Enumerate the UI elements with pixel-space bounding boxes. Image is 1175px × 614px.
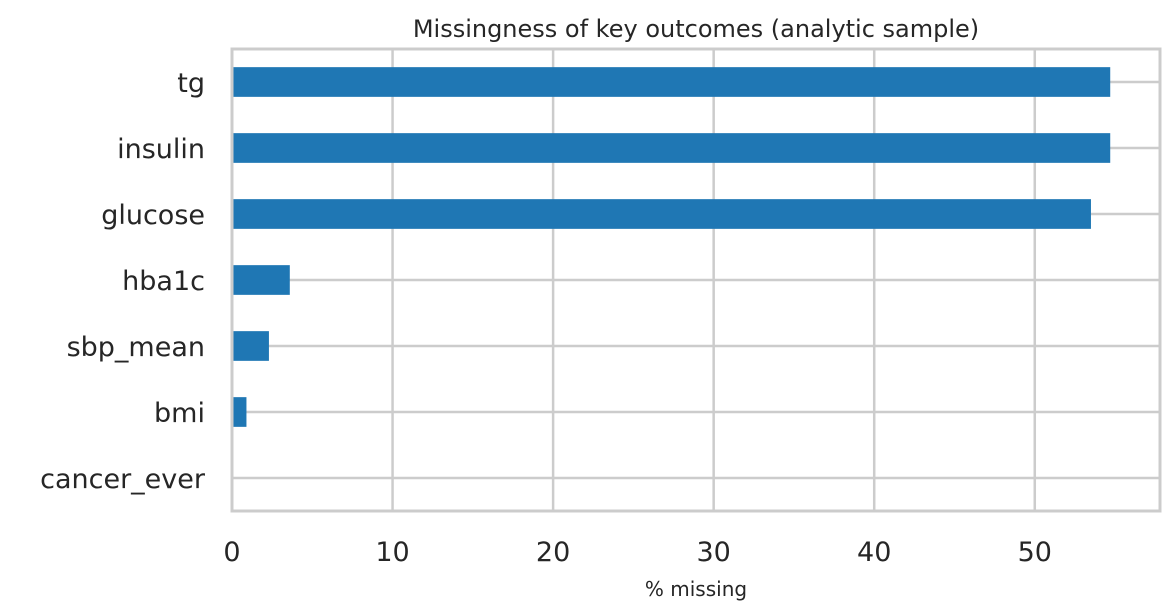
- y-tick-label: tg: [177, 68, 205, 99]
- x-tick-label: 40: [857, 537, 891, 568]
- bar-glucose: [232, 199, 1091, 229]
- y-tick-label: hba1c: [122, 266, 205, 297]
- grid: [230, 49, 1160, 511]
- x-axis-ticks: 0 10 20 30 40 50: [223, 537, 1052, 568]
- chart-title: Missingness of key outcomes (analytic sa…: [413, 15, 979, 43]
- y-tick-label: glucose: [101, 200, 205, 231]
- y-tick-label: sbp_mean: [67, 332, 205, 363]
- x-tick-label: 30: [696, 537, 730, 568]
- y-tick-label: cancer_ever: [40, 464, 206, 495]
- x-tick-label: 50: [1018, 537, 1052, 568]
- x-tick-label: 0: [223, 537, 240, 568]
- x-tick-label: 20: [536, 537, 570, 568]
- plot-frame: [230, 47, 1162, 513]
- bars: [232, 67, 1111, 427]
- bar-insulin: [232, 133, 1111, 163]
- bar-sbp-mean: [232, 331, 269, 361]
- bar-tg: [232, 67, 1111, 97]
- y-tick-label: bmi: [154, 398, 205, 429]
- bar-bmi: [232, 397, 247, 427]
- bar-hba1c: [232, 265, 290, 295]
- x-tick-label: 10: [375, 537, 409, 568]
- x-axis-label: % missing: [645, 577, 747, 601]
- y-tick-label: insulin: [117, 134, 205, 165]
